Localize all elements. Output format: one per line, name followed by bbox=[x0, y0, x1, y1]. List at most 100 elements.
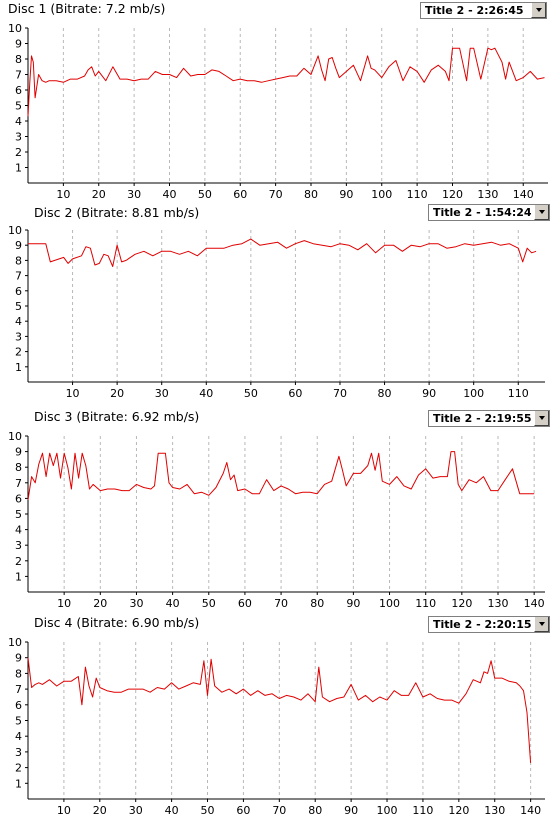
y-tick-label: 1 bbox=[15, 162, 22, 175]
x-tick-label: 10 bbox=[57, 597, 71, 610]
x-tick-label: 140 bbox=[520, 804, 541, 817]
y-tick-label: 6 bbox=[15, 84, 22, 97]
y-tick-label: 1 bbox=[15, 570, 22, 583]
y-tick-label: 10 bbox=[8, 224, 22, 237]
x-tick-label: 120 bbox=[442, 188, 463, 201]
x-tick-label: 80 bbox=[378, 387, 392, 400]
x-tick-label: 90 bbox=[339, 188, 353, 201]
disc-1-panel: Disc 1 (Bitrate: 7.2 mb/s) Title 2 - 2:2… bbox=[0, 0, 550, 201]
x-tick-label: 110 bbox=[508, 387, 529, 400]
x-tick-label: 130 bbox=[477, 188, 498, 201]
y-tick-label: 5 bbox=[15, 715, 22, 728]
bitrate-series-line bbox=[28, 238, 537, 267]
x-tick-label: 60 bbox=[288, 387, 302, 400]
x-tick-label: 100 bbox=[371, 188, 392, 201]
y-tick-label: 10 bbox=[8, 636, 22, 649]
disc-3-chart: 1 2 3 4 5 6 7 8 9 10 10 20 30 40 50 60 70 80 90 100 110 120 13… bbox=[8, 430, 545, 610]
x-tick-label: 70 bbox=[272, 804, 286, 817]
y-tick-label: 7 bbox=[15, 270, 22, 283]
x-tick-label: 60 bbox=[236, 804, 250, 817]
x-tick-label: 90 bbox=[422, 387, 436, 400]
disc-1-chart: 1 2 3 4 5 6 7 8 9 10 10 20 30 40 50 60 70 80 90 100 110 120 13… bbox=[8, 22, 548, 201]
y-tick-label: 2 bbox=[15, 146, 22, 159]
disc-1-title: Disc 1 (Bitrate: 7.2 mb/s) bbox=[8, 1, 166, 16]
x-tick-label: 10 bbox=[57, 804, 71, 817]
x-tick-label: 20 bbox=[93, 804, 107, 817]
x-tick-label: 30 bbox=[129, 597, 143, 610]
y-tick-label: 6 bbox=[15, 699, 22, 712]
y-tick-label: 4 bbox=[15, 730, 22, 743]
y-tick-label: 2 bbox=[15, 762, 22, 775]
y-tick-label: 8 bbox=[15, 667, 22, 680]
chevron-down-icon[interactable] bbox=[534, 617, 549, 632]
x-tick-label: 30 bbox=[155, 387, 169, 400]
x-tick-label: 50 bbox=[198, 188, 212, 201]
x-tick-label: 10 bbox=[56, 188, 70, 201]
x-tick-label: 110 bbox=[415, 597, 436, 610]
x-tick-label: 40 bbox=[199, 387, 213, 400]
y-tick-label: 4 bbox=[15, 315, 22, 328]
x-tick-label: 90 bbox=[346, 597, 360, 610]
disc-1-title-select-value: Title 2 - 2:26:45 bbox=[425, 4, 524, 17]
x-tick-label: 70 bbox=[333, 387, 347, 400]
y-tick-label: 8 bbox=[15, 254, 22, 267]
x-tick-label: 100 bbox=[379, 597, 400, 610]
disc-4-title: Disc 4 (Bitrate: 6.90 mb/s) bbox=[34, 615, 200, 630]
y-tick-label: 7 bbox=[15, 683, 22, 696]
chevron-down-icon[interactable] bbox=[534, 205, 549, 220]
disc-2-title: Disc 2 (Bitrate: 8.81 mb/s) bbox=[34, 205, 200, 220]
disc-4-chart: 1 2 3 4 5 6 7 8 9 10 10 20 30 40 50 60 70 80 90 100 110 120 13… bbox=[8, 636, 545, 817]
y-tick-label: 2 bbox=[15, 555, 22, 568]
x-tick-label: 70 bbox=[274, 597, 288, 610]
y-tick-label: 3 bbox=[15, 746, 22, 759]
x-tick-label: 10 bbox=[66, 387, 80, 400]
y-tick-label: 9 bbox=[15, 38, 22, 51]
y-tick-label: 6 bbox=[15, 285, 22, 298]
y-tick-label: 8 bbox=[15, 461, 22, 474]
disc-3-title: Disc 3 (Bitrate: 6.92 mb/s) bbox=[34, 409, 200, 424]
y-tick-label: 5 bbox=[15, 508, 22, 521]
x-tick-label: 40 bbox=[165, 804, 179, 817]
chevron-down-icon[interactable] bbox=[534, 411, 549, 426]
x-tick-label: 40 bbox=[166, 597, 180, 610]
x-tick-label: 130 bbox=[488, 597, 509, 610]
x-tick-label: 110 bbox=[407, 188, 428, 201]
disc-3-panel: Disc 3 (Bitrate: 6.92 mb/s) Title 2 - 2:… bbox=[0, 408, 550, 613]
x-tick-label: 100 bbox=[377, 804, 398, 817]
disc-2-title-select[interactable]: Title 2 - 1:54:24 bbox=[428, 204, 550, 221]
x-tick-label: 50 bbox=[201, 804, 215, 817]
x-tick-label: 80 bbox=[308, 804, 322, 817]
x-tick-label: 70 bbox=[269, 188, 283, 201]
chevron-down-icon[interactable] bbox=[531, 3, 546, 18]
y-tick-label: 7 bbox=[15, 477, 22, 490]
x-tick-label: 30 bbox=[129, 804, 143, 817]
x-tick-label: 120 bbox=[448, 804, 469, 817]
x-tick-label: 140 bbox=[513, 188, 534, 201]
y-tick-label: 9 bbox=[15, 446, 22, 459]
x-tick-label: 20 bbox=[110, 387, 124, 400]
y-tick-label: 1 bbox=[15, 361, 22, 374]
disc-2-title-select-value: Title 2 - 1:54:24 bbox=[433, 206, 532, 219]
x-tick-label: 60 bbox=[238, 597, 252, 610]
y-tick-label: 4 bbox=[15, 524, 22, 537]
x-tick-label: 20 bbox=[93, 597, 107, 610]
disc-4-panel: Disc 4 (Bitrate: 6.90 mb/s) Title 2 - 2:… bbox=[0, 614, 550, 817]
x-tick-label: 110 bbox=[412, 804, 433, 817]
x-tick-label: 100 bbox=[463, 387, 484, 400]
disc-1-title-select[interactable]: Title 2 - 2:26:45 bbox=[420, 2, 547, 19]
x-tick-label: 20 bbox=[92, 188, 106, 201]
x-tick-label: 130 bbox=[484, 804, 505, 817]
bitrate-series-line bbox=[27, 47, 545, 117]
x-tick-label: 120 bbox=[451, 597, 472, 610]
x-tick-label: 40 bbox=[162, 188, 176, 201]
y-tick-label: 3 bbox=[15, 539, 22, 552]
y-tick-label: 2 bbox=[15, 346, 22, 359]
y-tick-label: 10 bbox=[8, 430, 22, 443]
y-tick-label: 7 bbox=[15, 69, 22, 82]
y-tick-label: 3 bbox=[15, 330, 22, 343]
x-tick-label: 80 bbox=[304, 188, 318, 201]
disc-3-title-select-value: Title 2 - 2:19:55 bbox=[433, 412, 532, 425]
y-tick-label: 9 bbox=[15, 239, 22, 252]
x-tick-label: 80 bbox=[310, 597, 324, 610]
disc-4-title-select[interactable]: Title 2 - 2:20:15 bbox=[428, 616, 550, 633]
